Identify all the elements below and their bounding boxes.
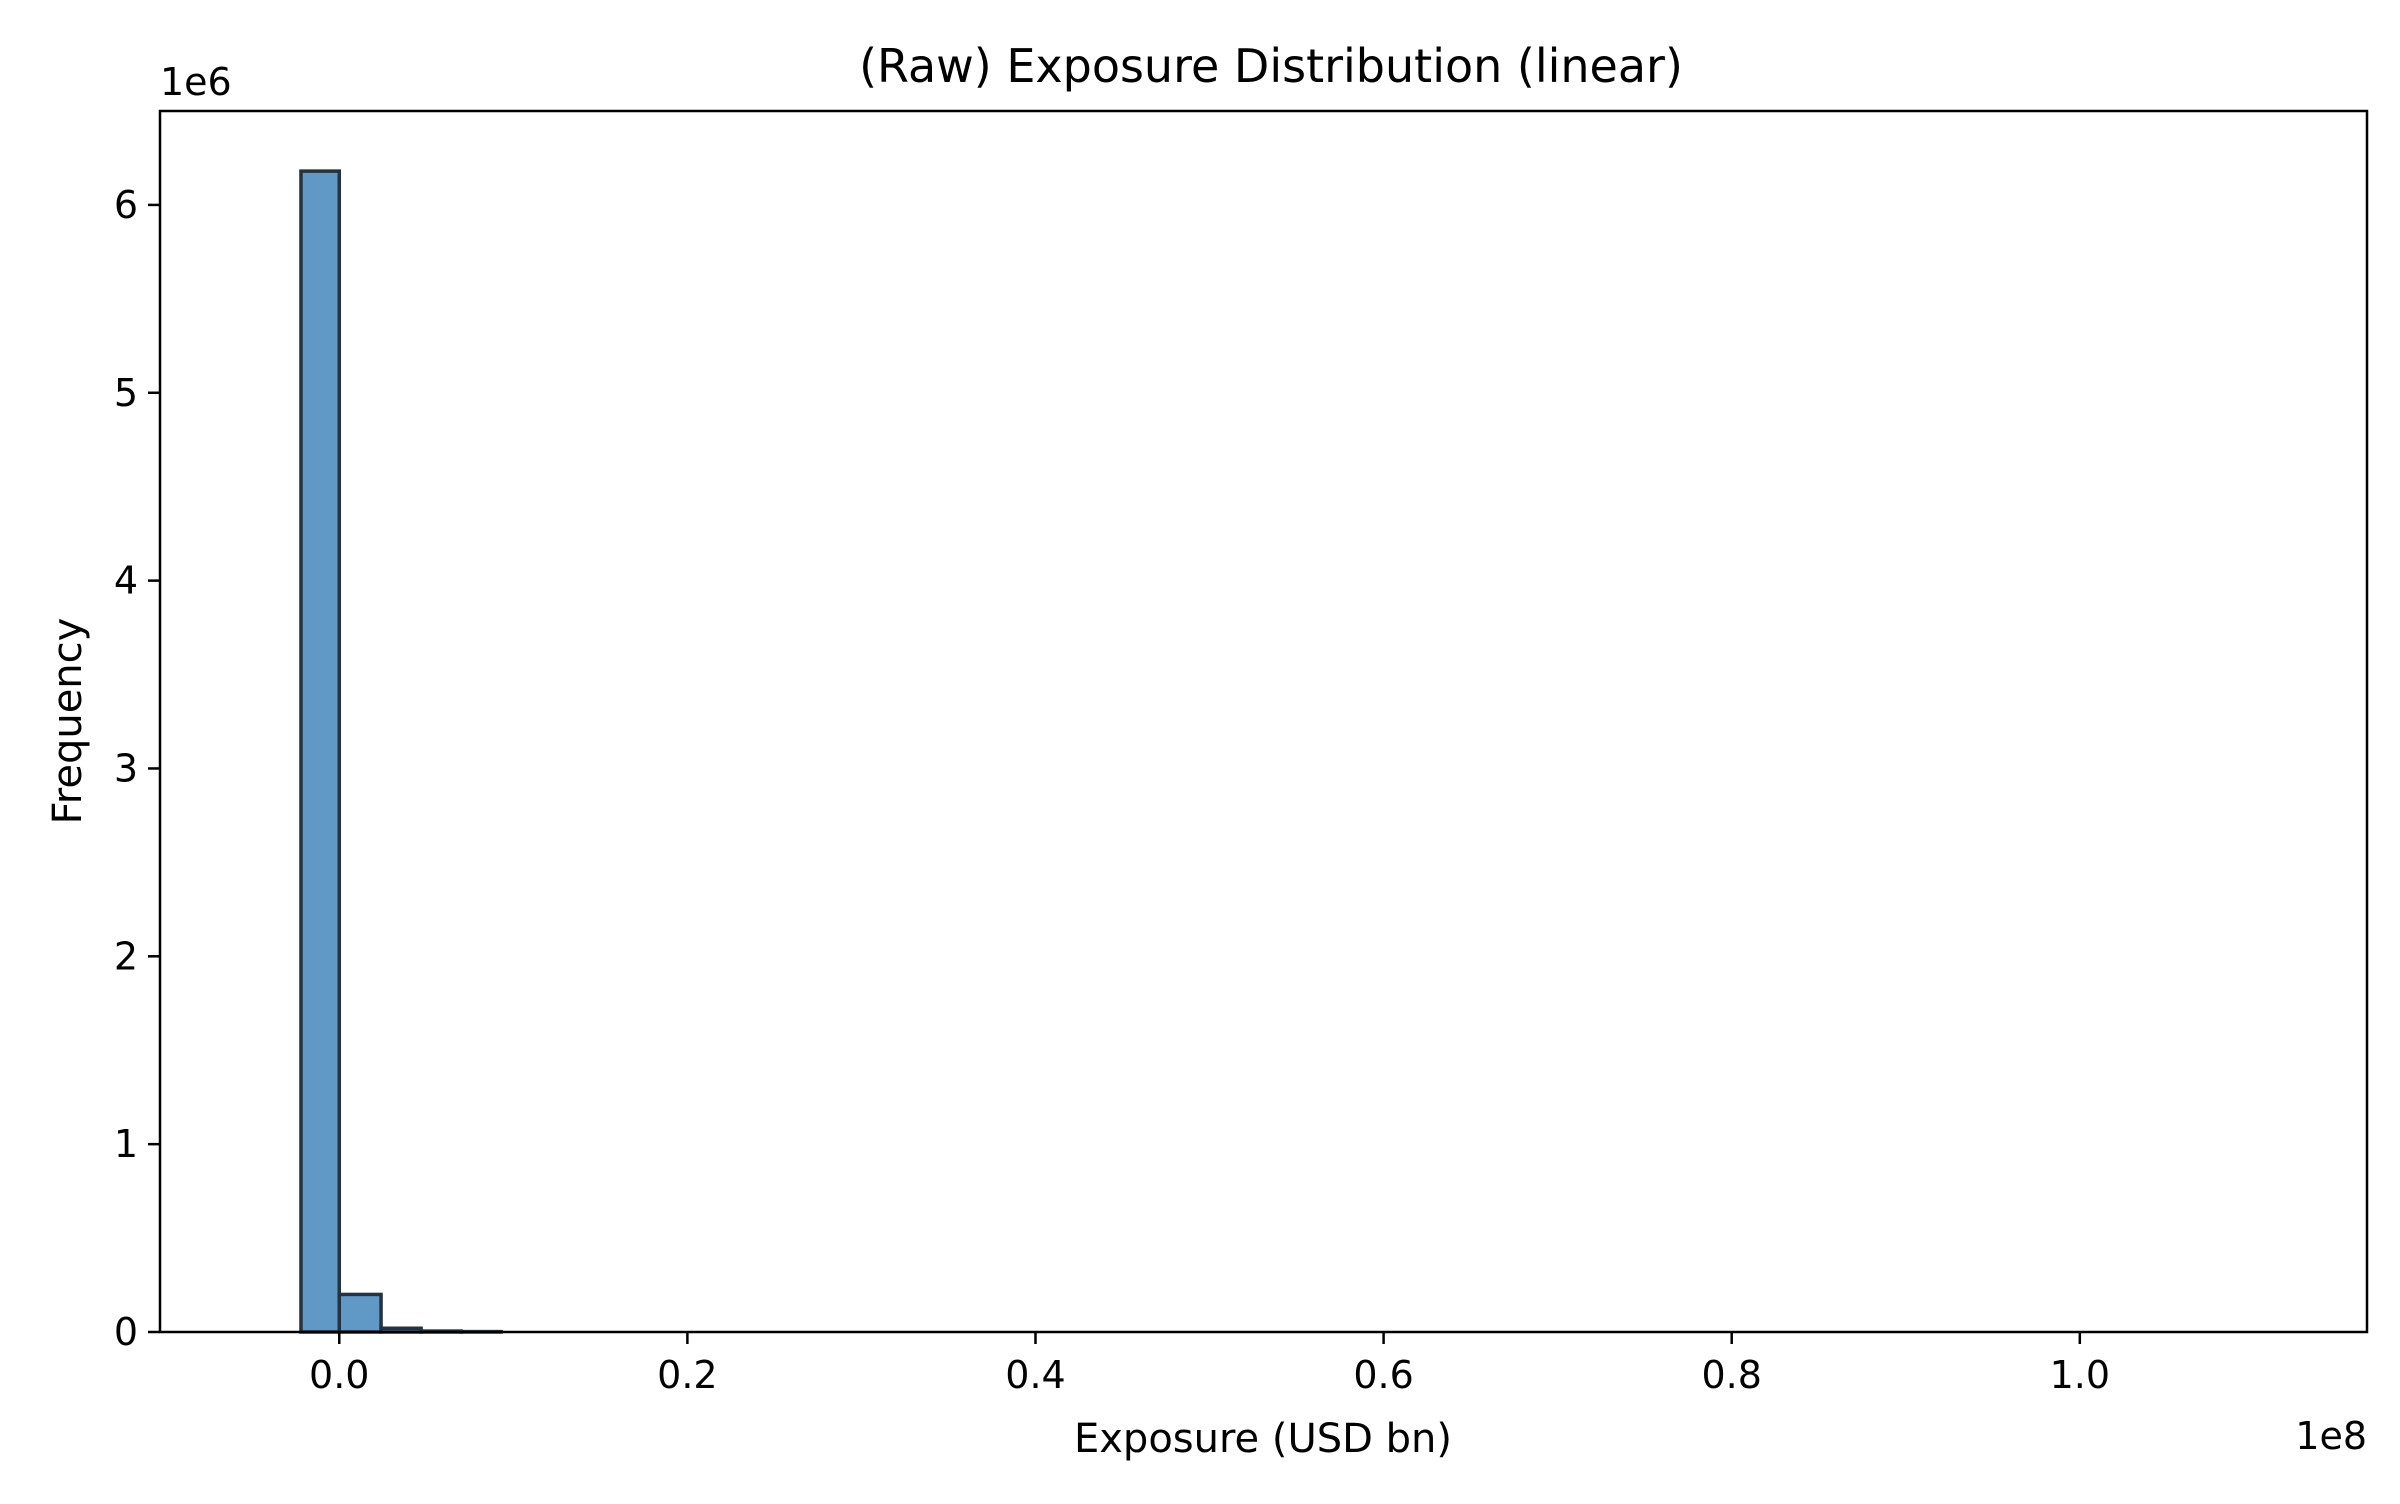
y-tick-label-5: 5	[114, 371, 138, 415]
histogram-bar-1	[301, 171, 339, 1332]
x-tick-label-2: 0.4	[1005, 1353, 1065, 1397]
histogram-bar-2	[339, 1294, 381, 1332]
plot-background	[160, 111, 2367, 1332]
x-tick-label-4: 0.8	[1701, 1353, 1761, 1397]
y-axis-label: Frequency	[45, 618, 91, 825]
x-tick-label-1: 0.2	[657, 1353, 717, 1397]
y-axis-offset-label: 1e6	[160, 60, 232, 104]
x-tick-label-5: 1.0	[2050, 1353, 2110, 1397]
y-tick-label-0: 0	[114, 1310, 138, 1354]
plot-area	[160, 111, 2367, 1332]
y-tick-label-3: 3	[114, 746, 138, 790]
y-tick-label-2: 2	[114, 934, 138, 978]
y-tick-label-4: 4	[114, 559, 138, 603]
chart-title: (Raw) Exposure Distribution (linear)	[859, 39, 1683, 93]
x-tick-label-0: 0.0	[309, 1353, 369, 1397]
x-axis-label: Exposure (USD bn)	[1074, 1416, 1452, 1462]
x-tick-label-3: 0.6	[1353, 1353, 1413, 1397]
y-tick-label-1: 1	[114, 1122, 138, 1166]
y-tick-label-6: 6	[114, 183, 138, 227]
x-axis-offset-label: 1e8	[2295, 1414, 2367, 1458]
